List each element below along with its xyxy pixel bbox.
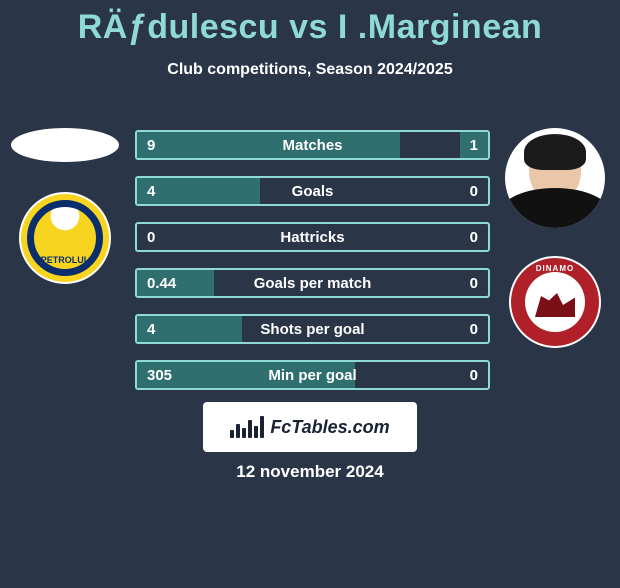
left-crest-label: PETROLUL [41,256,90,265]
brand-logo-icon [230,416,264,438]
stat-label: Goals [137,183,488,200]
brand-label: FcTables.com [270,417,389,438]
subtitle: Club competitions, Season 2024/2025 [0,61,620,79]
right-player-column: DINAMO [500,128,610,348]
stat-row: 40Goals [135,176,490,206]
stat-row: 00Hattricks [135,222,490,252]
left-player-column: PETROLUL [10,128,120,284]
page-title: RÄƒdulescu vs I .Marginean [0,8,620,47]
stat-row: 0.440Goals per match [135,268,490,298]
stat-label: Shots per goal [137,321,488,338]
left-club-crest: PETROLUL [19,192,111,284]
right-crest-label: DINAMO [511,264,599,273]
stats-table: 91Matches 40Goals 00Hattricks 0.440Goals pe… [135,130,490,406]
footer-date: 12 november 2024 [0,462,620,482]
right-club-crest: DINAMO [509,256,601,348]
stat-row: 3050Min per goal [135,360,490,390]
stat-label: Hattricks [137,229,488,246]
stat-label: Goals per match [137,275,488,292]
stat-row: 40Shots per goal [135,314,490,344]
brand-badge[interactable]: FcTables.com [203,402,417,452]
stat-label: Min per goal [137,367,488,384]
stat-row: 91Matches [135,130,490,160]
right-player-avatar [505,128,605,228]
left-player-avatar [11,128,119,162]
stat-label: Matches [137,137,488,154]
